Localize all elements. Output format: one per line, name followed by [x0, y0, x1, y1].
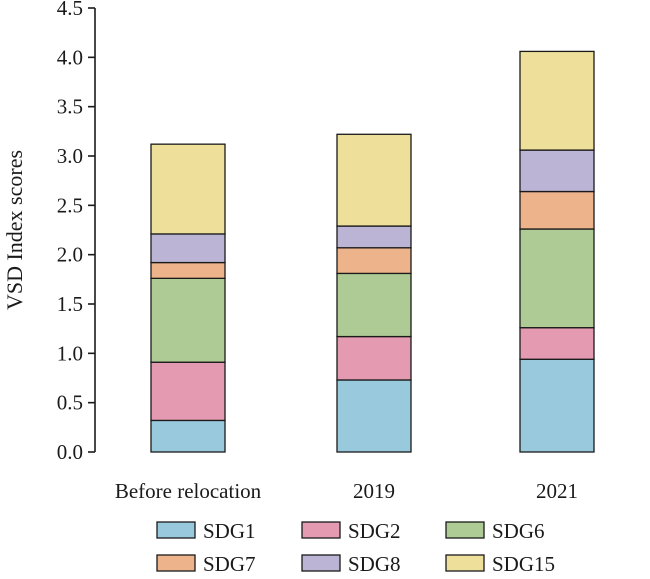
bar-2021-sdg6: [519, 228, 595, 329]
legend-swatch-sdg1: [156, 521, 196, 539]
bar-2019-sdg1: [336, 379, 412, 453]
y-tick-label: 3.0: [57, 144, 83, 168]
bar-2019-sdg15: [336, 133, 412, 227]
y-tick-label: 2.0: [57, 243, 83, 267]
bar-2019-sdg8: [336, 225, 412, 249]
legend-label-sdg15: SDG15: [492, 552, 555, 576]
legend-label-sdg2: SDG2: [348, 519, 401, 543]
y-tick-label: 0.5: [57, 391, 83, 415]
x-category-label: 2019: [353, 479, 395, 503]
bar-before-relocation-sdg6: [150, 277, 226, 363]
y-tick-label: 1.5: [57, 292, 83, 316]
bar-before-relocation-sdg2: [150, 361, 226, 422]
bar-2021-sdg7: [519, 190, 595, 230]
bar-2021-sdg1: [519, 358, 595, 453]
legend: SDG1 SDG2 SDG6 SDG7 SDG8 SDG15: [156, 519, 555, 576]
bar-2019-sdg7: [336, 247, 412, 275]
legend-label-sdg8: SDG8: [348, 552, 401, 576]
y-tick-label: 4.0: [57, 45, 83, 69]
y-tick-label: 0.0: [57, 440, 83, 464]
bar-2021-sdg2: [519, 327, 595, 360]
bar-2021-sdg8: [519, 149, 595, 193]
axes-group: 0.0 0.5 1.0 1.5 2.0 2.5 3.0 3.5 4.0 4.5 Before rel…: [57, 0, 578, 503]
y-tick-label: 1.0: [57, 341, 83, 365]
bar-2021-sdg15: [519, 50, 595, 151]
y-tick-label: 4.5: [57, 0, 83, 20]
y-tick-label: 3.5: [57, 95, 83, 119]
legend-swatch-sdg8: [301, 554, 341, 572]
bar-before-relocation-sdg15: [150, 143, 226, 235]
bar-2019-sdg2: [336, 335, 412, 381]
legend-swatch-sdg2: [301, 521, 341, 539]
y-tick-label: 2.5: [57, 193, 83, 217]
y-axis-title: VSD Index scores: [2, 150, 27, 310]
x-category-label: Before relocation: [115, 479, 262, 503]
legend-swatch-sdg6: [445, 521, 485, 539]
legend-label-sdg1: SDG1: [203, 519, 256, 543]
bar-before-relocation-sdg8: [150, 233, 226, 264]
bars-group: [150, 50, 595, 453]
bar-2019-sdg6: [336, 272, 412, 338]
bar-before-relocation-sdg7: [150, 261, 226, 279]
legend-swatch-sdg15: [445, 554, 485, 572]
bar-before-relocation-sdg1: [150, 419, 226, 453]
legend-label-sdg7: SDG7: [203, 552, 256, 576]
legend-label-sdg6: SDG6: [492, 519, 545, 543]
legend-swatch-sdg7: [156, 554, 196, 572]
x-category-label: 2021: [536, 479, 578, 503]
